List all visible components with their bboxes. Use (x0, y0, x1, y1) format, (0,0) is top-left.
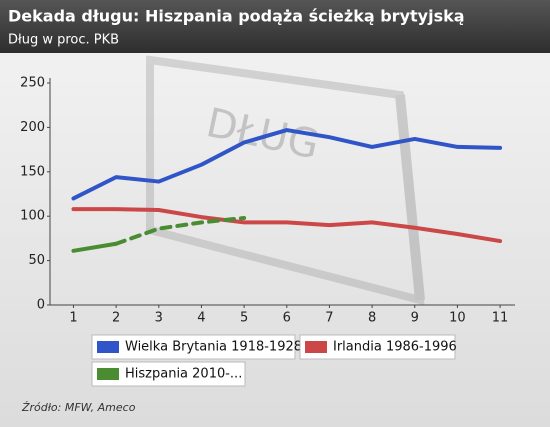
legend-label: Irlandia 1986-1996 (333, 340, 457, 355)
x-tick-label: 4 (197, 311, 205, 326)
x-tick-label: 6 (283, 311, 291, 326)
legend-swatch (97, 341, 119, 353)
y-tick-label: 150 (20, 164, 45, 179)
x-tick-label: 8 (368, 311, 376, 326)
legend-swatch (305, 341, 327, 353)
legend-swatch (97, 368, 119, 380)
y-tick-label: 0 (37, 298, 45, 313)
x-tick-label: 11 (492, 311, 509, 326)
x-tick-label: 2 (112, 311, 120, 326)
source: Źródło: MFW, Ameco (21, 401, 136, 414)
y-tick-label: 100 (20, 209, 45, 224)
y-tick-label: 200 (20, 120, 45, 135)
x-tick-label: 9 (411, 311, 419, 326)
x-tick-label: 1 (69, 311, 77, 326)
x-tick-label: 10 (449, 311, 466, 326)
header (0, 0, 550, 53)
line-series (71, 128, 503, 201)
chart-subtitle: Dług w proc. PKB (8, 33, 119, 48)
y-tick-label: 50 (28, 253, 45, 268)
line-series (71, 207, 503, 244)
x-tick-label: 7 (325, 311, 333, 326)
line-series (114, 215, 247, 246)
legend-label: Wielka Brytania 1918-1928 (125, 340, 302, 355)
watermark-sign (146, 55, 425, 306)
legend-box (91, 334, 296, 360)
x-tick-label: 5 (240, 311, 248, 326)
y-tick-label: 250 (20, 76, 45, 91)
chart-title: Dekada długu: Hiszpania podąża ścieżką b… (8, 7, 465, 26)
line-series (71, 241, 119, 253)
x-tick-label: 3 (155, 311, 163, 326)
legend-label: Hiszpania 2010-... (125, 367, 242, 382)
